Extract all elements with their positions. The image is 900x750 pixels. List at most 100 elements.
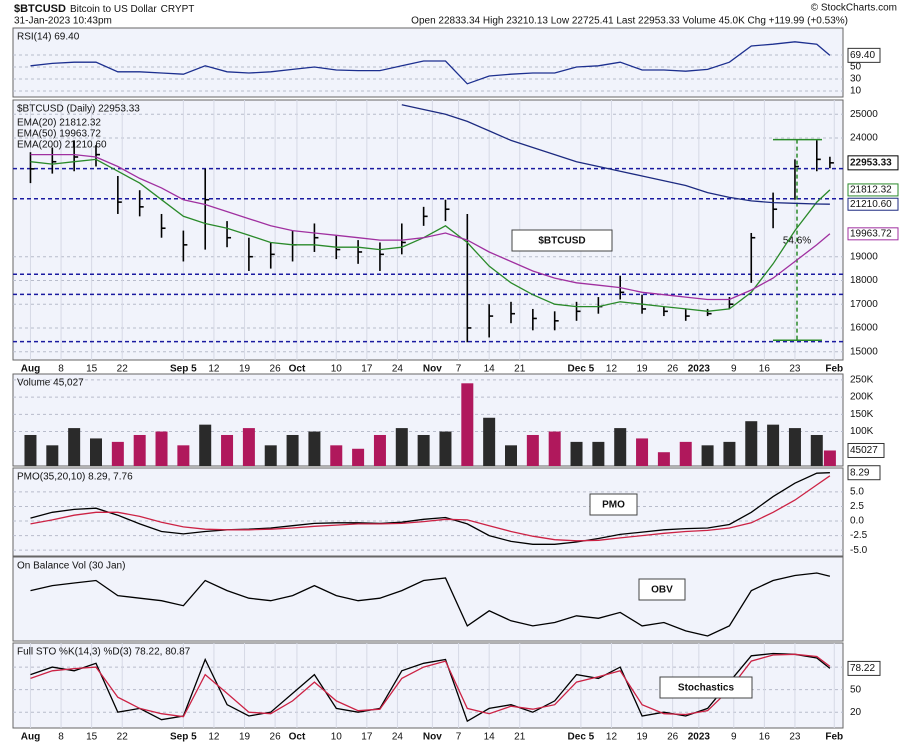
x-tick-label: 2023: [688, 364, 711, 375]
x-tick-label: 14: [484, 732, 496, 743]
series-line: [30, 475, 831, 542]
volume-bar: [679, 441, 692, 466]
volume-bar: [810, 434, 823, 466]
panel-title: On Balance Vol (30 Jan): [17, 561, 125, 572]
x-tick-label: 21: [514, 364, 526, 375]
x-tick-label: 23: [789, 364, 801, 375]
volume-bar: [505, 445, 517, 466]
last-label: 69.40: [850, 50, 875, 61]
series-line: [30, 572, 831, 637]
volume-bar: [221, 434, 234, 466]
series-line: [30, 41, 831, 85]
annotation: $BTCUSD: [538, 236, 585, 247]
x-tick-label: 14: [484, 364, 496, 375]
annotation: Stochastics: [678, 683, 735, 694]
y-tick-label: 15000: [850, 346, 878, 357]
x-tick-label: Aug: [21, 364, 40, 375]
x-tick-label: 12: [606, 732, 618, 743]
last-box: [847, 660, 881, 676]
volume-bar: [177, 445, 190, 466]
y-tick-label: 24000: [850, 133, 878, 144]
x-tick-label: Sep 5: [170, 364, 197, 375]
last-box: [847, 442, 885, 458]
y-tick-label: 250K: [850, 374, 874, 385]
x-tick-label: Aug: [21, 732, 40, 743]
series-line: [30, 158, 831, 312]
x-tick-label: 19: [239, 732, 251, 743]
x-tick-label: Dec 5: [568, 732, 595, 743]
volume-bar: [701, 445, 714, 466]
x-tick-label: 15: [86, 364, 98, 375]
volume-bar: [330, 445, 343, 466]
panel-title: Volume 45,027: [17, 378, 84, 389]
volume-bar: [526, 434, 539, 466]
volume-bar: [24, 434, 37, 466]
y-tick-label: 18000: [850, 275, 878, 286]
series-line: [401, 104, 830, 205]
volume-bar: [352, 448, 365, 466]
y-tick-label: 30: [850, 74, 862, 85]
x-tick-label: 26: [667, 364, 679, 375]
exchange: CRYPT: [161, 4, 195, 15]
x-tick-label: 8: [58, 732, 64, 743]
last-box: [847, 47, 881, 63]
volume-bar: [570, 441, 583, 466]
volume-bar: [286, 434, 299, 466]
volume-bar: [90, 438, 102, 466]
x-tick-label: 26: [270, 732, 282, 743]
x-tick-label: 17: [361, 732, 373, 743]
series-last-box: [847, 183, 899, 197]
x-tick-label: 24: [392, 364, 404, 375]
legend-entry: EMA(50) 19963.72: [17, 129, 101, 140]
volume-bar: [308, 431, 321, 466]
series-last-box: [847, 227, 899, 241]
last-box: [847, 465, 881, 481]
x-tick-label: 26: [270, 364, 282, 375]
x-tick-label: Nov: [423, 364, 442, 375]
volume-bar: [264, 445, 277, 466]
x-tick-label: Oct: [289, 364, 306, 375]
x-tick-label: 10: [331, 732, 343, 743]
legend-entry: EMA(200) 21210.60: [17, 140, 107, 151]
x-tick-label: 22: [117, 364, 129, 375]
x-tick-label: 9: [731, 364, 737, 375]
y-tick-label: 19000: [850, 251, 878, 262]
x-tick-label: 17: [361, 364, 373, 375]
volume-bar: [373, 434, 386, 466]
x-tick-label: 19: [636, 732, 648, 743]
y-tick-label: 50: [850, 62, 862, 73]
header-date: 31-Jan-2023 10:43pm: [14, 16, 112, 27]
y-tick-label: 150K: [850, 409, 874, 420]
x-tick-label: 2023: [688, 732, 711, 743]
x-tick-label: 7: [456, 732, 462, 743]
x-tick-label: Feb: [825, 732, 843, 743]
x-tick-label: Feb: [825, 364, 843, 375]
panel-title: RSI(14) 69.40: [17, 32, 80, 43]
volume-bar: [68, 428, 81, 466]
series-line: [30, 153, 831, 301]
volume-bar: [46, 445, 59, 466]
annotation-box: [659, 676, 753, 699]
x-tick-label: 19: [239, 364, 251, 375]
volume-bar: [767, 424, 780, 466]
x-tick-label: 9: [731, 732, 737, 743]
y-tick-label: 25000: [850, 109, 878, 120]
volume-bar: [199, 424, 212, 466]
panel-title: PMO(35,20,10) 8.29, 7.76: [17, 472, 133, 483]
y-tick-label: 50: [850, 684, 862, 695]
last-box: [847, 155, 899, 171]
volume-bar: [461, 383, 474, 466]
series-last-label: 21210.60: [850, 199, 892, 210]
y-tick-label: 20: [850, 707, 862, 718]
volume-bar: [417, 434, 430, 466]
y-tick-label: 200K: [850, 392, 874, 403]
y-tick-label: 100K: [850, 426, 874, 437]
y-tick-label: 16000: [850, 323, 878, 334]
volume-bar: [614, 428, 627, 466]
volume-bar: [155, 431, 168, 466]
x-tick-label: Dec 5: [568, 364, 595, 375]
volume-bar: [395, 428, 408, 466]
panel-title: Full STO %K(14,3) %D(3) 78.22, 80.87: [17, 647, 191, 658]
